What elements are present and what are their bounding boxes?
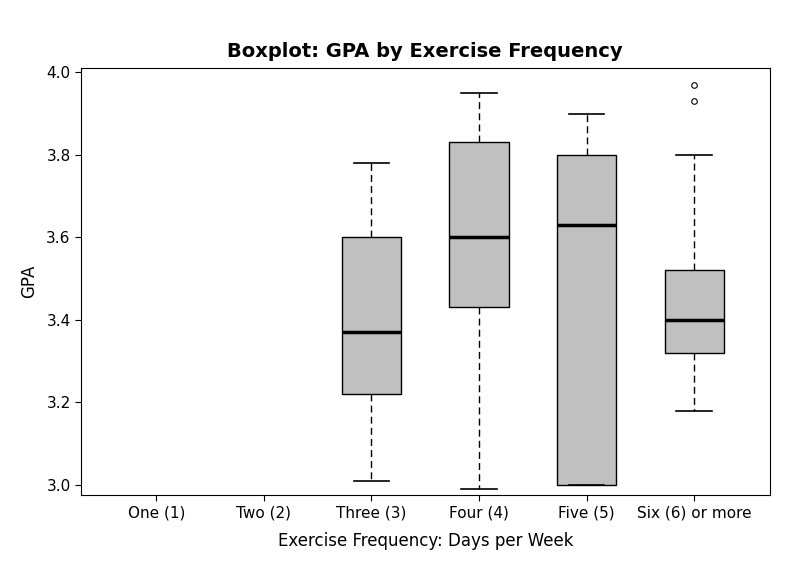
Bar [557,155,616,485]
Title: Boxplot: GPA by Exercise Frequency: Boxplot: GPA by Exercise Frequency [228,42,623,61]
Bar [450,142,509,307]
Y-axis label: GPA: GPA [20,265,38,298]
Bar [342,237,401,394]
X-axis label: Exercise Frequency: Days per Week: Exercise Frequency: Days per Week [278,531,573,550]
Bar [665,270,724,353]
